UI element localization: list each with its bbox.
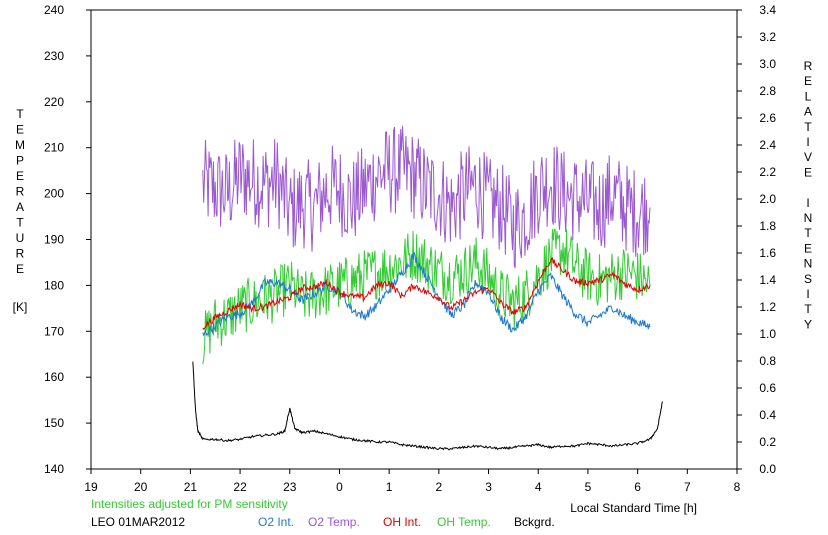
right-axis-letter: R bbox=[804, 59, 813, 73]
right-axis-letter: S bbox=[804, 272, 812, 286]
left-axis-letter: E bbox=[16, 262, 24, 276]
station-label: LEO 01MAR2012 bbox=[91, 515, 185, 529]
right-axis-letter: I bbox=[806, 287, 809, 301]
left-axis-letter: R bbox=[16, 185, 25, 199]
left-tick-label: 210 bbox=[44, 141, 64, 155]
left-tick-label: 160 bbox=[44, 370, 64, 384]
left-axis-letter: T bbox=[16, 216, 24, 230]
left-axis-letter: R bbox=[16, 247, 25, 261]
right-tick-label: 3.2 bbox=[759, 30, 776, 44]
right-tick-label: 1.4 bbox=[759, 273, 776, 287]
right-tick-label: 0.8 bbox=[759, 354, 776, 368]
x-tick-label: 2 bbox=[436, 480, 443, 494]
right-tick-label: 2.4 bbox=[759, 138, 776, 152]
right-tick-label: 1.6 bbox=[759, 246, 776, 260]
series-line bbox=[202, 257, 651, 331]
left-tick-label: 200 bbox=[44, 187, 64, 201]
right-tick-label: 3.4 bbox=[759, 3, 776, 17]
right-axis-letter: N bbox=[804, 211, 813, 225]
left-tick-label: 170 bbox=[44, 324, 64, 338]
series-layer bbox=[192, 125, 663, 451]
labels-layer: Intensities adjusted for PM sensitivity … bbox=[13, 300, 697, 529]
left-tick-label: 220 bbox=[44, 95, 64, 109]
note-text: Intensities adjusted for PM sensitivity bbox=[91, 497, 288, 511]
series-line bbox=[192, 361, 663, 451]
x-tick-label: 22 bbox=[233, 480, 247, 494]
right-tick-label: 0.0 bbox=[759, 462, 776, 476]
left-axis-unit: [K] bbox=[13, 300, 28, 314]
right-axis-letter: A bbox=[804, 105, 812, 119]
left-tick-label: 240 bbox=[44, 3, 64, 17]
right-axis-letter: T bbox=[804, 120, 812, 134]
right-tick-label: 0.6 bbox=[759, 381, 776, 395]
x-tick-label: 7 bbox=[684, 480, 691, 494]
legend-entry: OH Temp. bbox=[437, 515, 491, 529]
series-line bbox=[202, 228, 651, 365]
x-tick-label: 5 bbox=[585, 480, 592, 494]
right-tick-label: 1.8 bbox=[759, 219, 776, 233]
right-tick-label: 0.2 bbox=[759, 435, 776, 449]
right-tick-label: 0.4 bbox=[759, 408, 776, 422]
legend-entry: O2 Int. bbox=[258, 515, 294, 529]
right-tick-label: 2.0 bbox=[759, 192, 776, 206]
right-axis-letter: Y bbox=[804, 317, 812, 331]
left-tick-label: 230 bbox=[44, 49, 64, 63]
left-tick-label: 190 bbox=[44, 233, 64, 247]
right-axis-letter: E bbox=[804, 165, 812, 179]
legend-entry: OH Int. bbox=[383, 515, 421, 529]
plot-frame bbox=[90, 9, 738, 470]
series-line bbox=[202, 251, 651, 337]
x-tick-label: 1 bbox=[386, 480, 393, 494]
x-tick-label: 0 bbox=[336, 480, 343, 494]
right-axis-letter: E bbox=[804, 74, 812, 88]
left-axis-letter: A bbox=[16, 200, 24, 214]
left-axis-letter: T bbox=[16, 107, 24, 121]
right-axis-letter: E bbox=[804, 241, 812, 255]
right-tick-label: 1.0 bbox=[759, 327, 776, 341]
right-axis-letter: L bbox=[805, 89, 812, 103]
legend: O2 Int. O2 Temp. OH Int. OH Temp. Bckgrd. bbox=[258, 515, 555, 529]
right-axis-letter: I bbox=[806, 135, 809, 149]
plot-area bbox=[90, 9, 738, 470]
right-tick-label: 3.0 bbox=[759, 57, 776, 71]
right-axis-letter: N bbox=[804, 257, 813, 271]
left-axis-letter: E bbox=[16, 123, 24, 137]
x-tick-label: 20 bbox=[134, 480, 148, 494]
x-tick-label: 3 bbox=[485, 480, 492, 494]
right-tick-label: 2.2 bbox=[759, 165, 776, 179]
left-axis-letter: M bbox=[15, 138, 25, 152]
right-axis-letter: V bbox=[804, 150, 812, 164]
x-tick-label: 21 bbox=[184, 480, 198, 494]
series-line bbox=[202, 125, 651, 269]
right-tick-label: 2.8 bbox=[759, 84, 776, 98]
x-tick-label: 6 bbox=[634, 480, 641, 494]
right-axis-letter: I bbox=[806, 196, 809, 210]
legend-entry: Bckgrd. bbox=[514, 515, 555, 529]
x-tick-label: 19 bbox=[84, 480, 98, 494]
right-axis-letter: T bbox=[804, 226, 812, 240]
right-tick-label: 1.2 bbox=[759, 300, 776, 314]
left-tick-label: 140 bbox=[44, 462, 64, 476]
x-tick-label: 8 bbox=[734, 480, 741, 494]
left-axis-letter: P bbox=[16, 154, 24, 168]
right-tick-label: 2.6 bbox=[759, 111, 776, 125]
legend-entry: O2 Temp. bbox=[308, 515, 360, 529]
x-tick-label: 23 bbox=[283, 480, 297, 494]
left-axis-letter: E bbox=[16, 169, 24, 183]
axes: 1401501601701801902002102202302400.00.20… bbox=[15, 3, 813, 494]
right-axis-letter: T bbox=[804, 302, 812, 316]
x-axis-label: Local Standard Time [h] bbox=[570, 501, 697, 515]
x-tick-label: 4 bbox=[535, 480, 542, 494]
left-axis-letter: U bbox=[16, 231, 25, 245]
left-tick-label: 150 bbox=[44, 416, 64, 430]
left-tick-label: 180 bbox=[44, 278, 64, 292]
